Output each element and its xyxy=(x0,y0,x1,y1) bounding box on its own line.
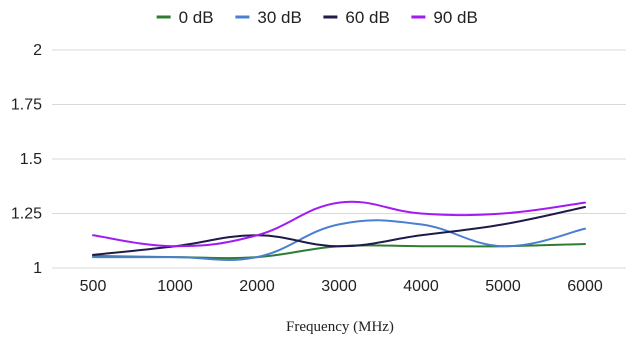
x-axis-label: Frequency (MHz) xyxy=(286,319,394,335)
x-axis-ticks: 500 1000 2000 3000 4000 5000 6000 xyxy=(80,278,603,295)
x-tick-label: 4000 xyxy=(403,278,439,295)
x-tick-label: 6000 xyxy=(567,278,603,295)
y-tick-label: 1.25 xyxy=(11,206,42,223)
x-tick-label: 1000 xyxy=(157,278,193,295)
y-tick-label: 1.5 xyxy=(20,151,42,168)
legend: 0 dB 30 dB 60 dB 90 dB xyxy=(156,8,478,27)
legend-label: 0 dB xyxy=(179,8,214,27)
y-tick-label: 1.75 xyxy=(11,97,42,114)
y-tick-label: 2 xyxy=(33,42,42,59)
x-tick-label: 500 xyxy=(80,278,107,295)
series-line-1 xyxy=(92,219,586,261)
x-tick-label: 5000 xyxy=(485,278,521,295)
series-line-3 xyxy=(92,200,586,248)
series-line-2 xyxy=(92,205,586,256)
legend-label: 30 dB xyxy=(257,8,301,27)
y-axis-ticks: 1 1.25 1.5 1.75 2 xyxy=(11,42,42,277)
x-tick-label: 2000 xyxy=(239,278,275,295)
legend-label: 60 dB xyxy=(345,8,389,27)
x-tick-label: 3000 xyxy=(321,278,357,295)
y-tick-label: 1 xyxy=(33,260,42,277)
legend-label: 90 dB xyxy=(433,8,477,27)
gridlines xyxy=(52,49,626,269)
series-lines xyxy=(92,200,586,261)
